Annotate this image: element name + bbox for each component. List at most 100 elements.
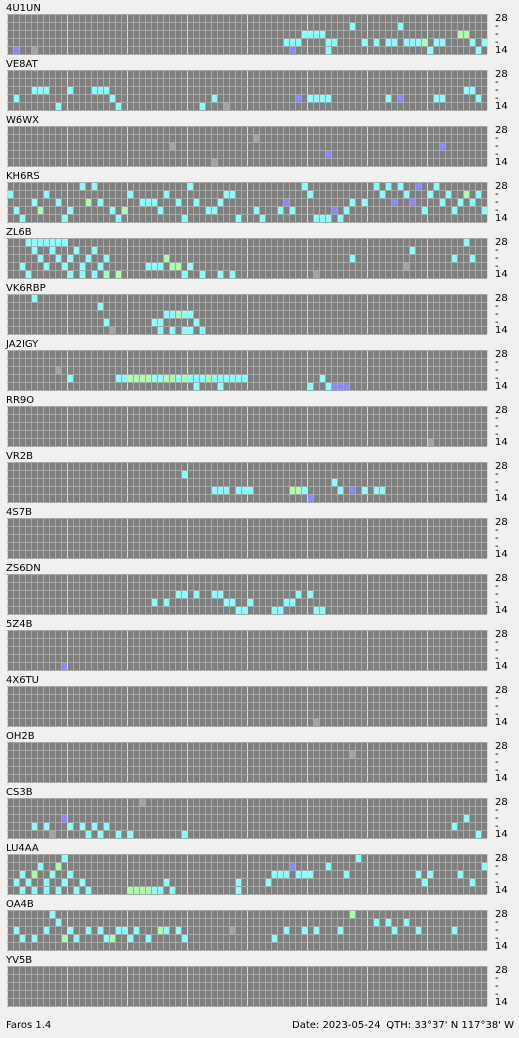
band-label: -: [495, 757, 499, 768]
signal-cell: [415, 926, 421, 934]
signal-cell: [31, 294, 37, 302]
station-grid: [7, 182, 488, 223]
signal-cell: [73, 246, 79, 254]
signal-cell: [217, 374, 223, 382]
band-label: 14: [495, 269, 508, 280]
band-label: 28: [495, 909, 508, 920]
signal-cell: [145, 886, 151, 894]
signal-cell: [475, 190, 481, 198]
signal-cell: [289, 206, 295, 214]
band-label: 14: [495, 773, 508, 784]
signal-cell: [325, 38, 331, 46]
signal-cell: [31, 46, 37, 54]
signal-cell: [145, 934, 151, 942]
signal-cell: [145, 198, 151, 206]
signal-cell: [163, 190, 169, 198]
signal-cell: [295, 94, 301, 102]
signal-cell: [217, 382, 223, 390]
band-label: 28: [495, 181, 508, 192]
signal-cell: [115, 214, 121, 222]
signal-cell: [43, 878, 49, 886]
signal-cell: [427, 870, 433, 878]
station-name: CS3B: [6, 787, 33, 798]
band-label: 14: [495, 437, 508, 448]
signal-cell: [181, 374, 187, 382]
signal-cell: [235, 886, 241, 894]
signal-cell: [67, 870, 73, 878]
signal-cell: [403, 918, 409, 926]
signal-cell: [307, 94, 313, 102]
signal-cell: [103, 934, 109, 942]
signal-cell: [241, 374, 247, 382]
signal-cell: [43, 190, 49, 198]
signal-cell: [211, 590, 217, 598]
band-label: 14: [495, 381, 508, 392]
band-label: 28: [495, 853, 508, 864]
band-label: 28: [495, 349, 508, 360]
signal-cell: [145, 374, 151, 382]
signal-cell: [421, 206, 427, 214]
signal-cell: [67, 270, 73, 278]
signal-cell: [79, 822, 85, 830]
signal-cell: [193, 198, 199, 206]
signal-cell: [61, 662, 67, 670]
signal-cell: [151, 318, 157, 326]
signal-cell: [127, 886, 133, 894]
signal-cell: [307, 590, 313, 598]
station-name: VK6RBP: [6, 283, 46, 294]
signal-cell: [211, 374, 217, 382]
signal-cell: [19, 886, 25, 894]
signal-cell: [199, 374, 205, 382]
signal-cell: [301, 870, 307, 878]
signal-cell: [265, 878, 271, 886]
signal-cell: [7, 190, 13, 198]
signal-cell: [61, 878, 67, 886]
signal-cell: [91, 182, 97, 190]
band-label: -: [495, 365, 499, 376]
signal-cell: [349, 198, 355, 206]
signal-cell: [307, 870, 313, 878]
signal-cell: [19, 934, 25, 942]
signal-cell: [97, 86, 103, 94]
signal-cell: [439, 38, 445, 46]
signal-cell: [421, 878, 427, 886]
signal-cell: [67, 206, 73, 214]
signal-cell: [337, 214, 343, 222]
signal-cell: [187, 262, 193, 270]
signal-cell: [139, 798, 145, 806]
signal-cell: [115, 830, 121, 838]
signal-cell: [313, 214, 319, 222]
band-label: 28: [495, 965, 508, 976]
station-grid: [7, 462, 488, 503]
band-label: 14: [495, 157, 508, 168]
signal-cell: [229, 374, 235, 382]
signal-cell: [31, 198, 37, 206]
band-label: 28: [495, 517, 508, 528]
signal-cell: [199, 102, 205, 110]
station-grid: [7, 966, 488, 1007]
signal-cell: [469, 86, 475, 94]
band-label: -: [495, 709, 499, 720]
signal-cell: [259, 214, 265, 222]
signal-cell: [307, 382, 313, 390]
signal-cell: [97, 262, 103, 270]
band-label: 28: [495, 741, 508, 752]
signal-cell: [445, 190, 451, 198]
station-grid: [7, 126, 488, 167]
signal-cell: [331, 478, 337, 486]
signal-cell: [319, 374, 325, 382]
signal-cell: [457, 198, 463, 206]
signal-cell: [175, 310, 181, 318]
signal-cell: [43, 262, 49, 270]
signal-cell: [169, 326, 175, 334]
signal-cell: [313, 270, 319, 278]
signal-cell: [349, 486, 355, 494]
signal-cell: [403, 38, 409, 46]
signal-cell: [181, 214, 187, 222]
signal-cell: [415, 870, 421, 878]
signal-cell: [193, 382, 199, 390]
signal-cell: [283, 870, 289, 878]
signal-cell: [49, 246, 55, 254]
signal-cell: [271, 934, 277, 942]
